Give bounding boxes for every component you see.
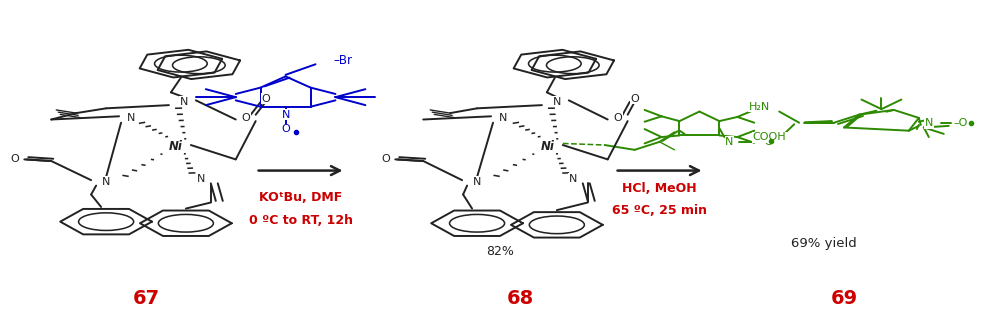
Text: N: N — [553, 97, 561, 107]
Text: 69% yield: 69% yield — [791, 238, 857, 251]
Text: N: N — [281, 110, 290, 120]
Text: Ni: Ni — [541, 140, 555, 153]
Text: KOᵗBu, DMF: KOᵗBu, DMF — [259, 191, 342, 204]
Text: Ni: Ni — [169, 140, 183, 153]
Text: N: N — [197, 174, 205, 184]
Text: N: N — [569, 174, 577, 184]
Text: O: O — [10, 155, 19, 165]
Polygon shape — [804, 121, 832, 123]
Text: O: O — [613, 113, 622, 123]
Text: –O: –O — [759, 137, 774, 147]
Text: N: N — [180, 97, 188, 107]
Text: N: N — [127, 113, 135, 123]
Text: O: O — [241, 113, 250, 123]
Text: 68: 68 — [506, 289, 534, 308]
Text: 67: 67 — [132, 289, 160, 308]
Text: H₂N: H₂N — [749, 102, 770, 112]
Text: 0 ºC to RT, 12h: 0 ºC to RT, 12h — [249, 213, 353, 227]
Text: 65 ºC, 25 min: 65 ºC, 25 min — [612, 204, 707, 217]
Text: O: O — [630, 94, 639, 104]
Text: HCl, MeOH: HCl, MeOH — [622, 182, 697, 194]
Text: N: N — [473, 177, 481, 187]
Text: N: N — [925, 118, 933, 128]
Text: O: O — [381, 155, 390, 165]
Text: N: N — [725, 137, 734, 147]
Text: N: N — [499, 113, 507, 123]
Text: O: O — [281, 124, 290, 134]
Text: –O: –O — [954, 118, 968, 128]
Text: COOH: COOH — [752, 132, 786, 142]
Text: N: N — [102, 177, 110, 187]
Text: O: O — [261, 94, 270, 104]
Text: –Br: –Br — [333, 54, 352, 67]
Text: 82%: 82% — [486, 245, 514, 259]
Text: 69: 69 — [830, 289, 858, 308]
